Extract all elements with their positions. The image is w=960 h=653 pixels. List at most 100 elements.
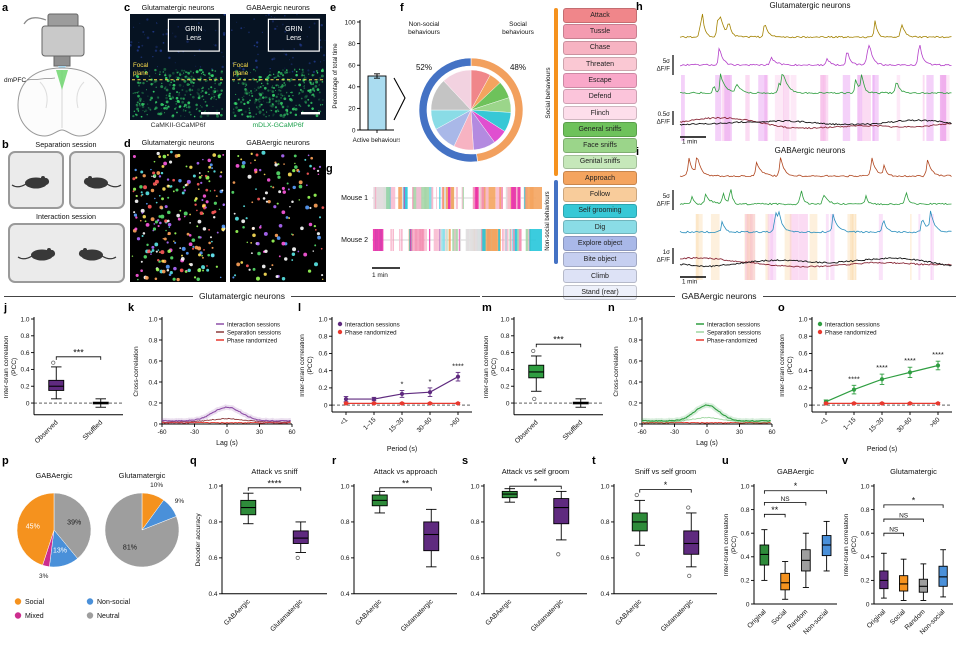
behaviour-item-escape: Escape <box>563 73 637 88</box>
svg-text:>60: >60 <box>929 416 942 429</box>
svg-text:1.0: 1.0 <box>148 316 157 323</box>
svg-text:Interaction sessions: Interaction sessions <box>227 322 280 328</box>
svg-text:0.5σ: 0.5σ <box>658 111 671 118</box>
panel-o-label: o <box>778 302 785 314</box>
svg-text:*: * <box>429 377 432 386</box>
svg-text:Observed: Observed <box>514 419 540 445</box>
svg-text:Social: Social <box>25 599 45 606</box>
svg-text:30: 30 <box>736 429 744 436</box>
svg-text:Observed: Observed <box>34 419 60 445</box>
interaction-session-drawing <box>8 223 125 283</box>
svg-text:100: 100 <box>345 19 356 26</box>
svg-text:Phase randomized: Phase randomized <box>345 329 397 336</box>
svg-text:Glutamatergic: Glutamatergic <box>119 471 166 480</box>
svg-text:Non-social: Non-social <box>97 599 131 606</box>
svg-text:****: **** <box>876 363 888 372</box>
brain-detail-right <box>76 81 85 109</box>
svg-text:0.8: 0.8 <box>470 519 479 526</box>
svg-text:0.8: 0.8 <box>860 507 869 514</box>
svg-text:Decoder accuracy: Decoder accuracy <box>195 513 202 567</box>
svg-text:1.0: 1.0 <box>600 483 609 490</box>
svg-text:1.0: 1.0 <box>470 483 479 490</box>
svg-text:1.0: 1.0 <box>208 483 217 490</box>
svg-text:Neutral: Neutral <box>97 613 120 620</box>
section-title-gaba: GABAergic neurons <box>681 291 757 301</box>
miniscope-top <box>47 13 79 28</box>
svg-text:Mouse 1: Mouse 1 <box>341 195 368 202</box>
svg-text:GRIN: GRIN <box>185 26 203 33</box>
svg-text:48%: 48% <box>510 63 526 72</box>
svg-text:-60: -60 <box>157 429 167 436</box>
svg-text:GABAergic: GABAergic <box>354 598 383 627</box>
active-behaviours-bar-chart: 0 20 40 60 80 100 Percentage of total time Acti… <box>332 19 400 144</box>
panel-u-label: u <box>722 455 729 467</box>
svg-text:0.6: 0.6 <box>148 358 157 365</box>
panel-e-label: e <box>330 2 337 14</box>
svg-text:30–60: 30–60 <box>416 416 434 434</box>
panel-f-label: f <box>400 2 404 14</box>
svg-text:1–15: 1–15 <box>362 416 377 431</box>
svg-text:Cross-correlation: Cross-correlation <box>613 346 620 397</box>
svg-text:0.2: 0.2 <box>860 578 869 585</box>
svg-text:Inter-brain correlation(PCC): Inter-brain correlation(PCC) <box>300 334 314 397</box>
svg-text:0.6: 0.6 <box>740 531 749 538</box>
svg-text:Shuffled: Shuffled <box>82 419 105 442</box>
behaviour-item-follow: Follow <box>563 187 637 202</box>
svg-text:0: 0 <box>804 402 808 409</box>
svg-text:10%: 10% <box>150 482 163 489</box>
svg-text:0.8: 0.8 <box>20 333 29 340</box>
svg-text:GABAergic: GABAergic <box>35 471 72 480</box>
svg-text:0.8: 0.8 <box>628 337 637 344</box>
svg-text:0.2: 0.2 <box>798 385 807 392</box>
behaviour-item-general-sniffs: General sniffs <box>563 122 637 137</box>
panel-s-label: s <box>462 455 469 467</box>
svg-text:13%: 13% <box>53 548 67 555</box>
behaviour-item-defend: Defend <box>563 89 637 104</box>
panel-i-label: i <box>636 146 640 158</box>
panel-r-label: r <box>332 455 337 467</box>
svg-text:1.0: 1.0 <box>740 483 749 490</box>
svg-text:0: 0 <box>225 429 229 436</box>
svg-text:60: 60 <box>288 429 296 436</box>
svg-text:Focal: Focal <box>133 62 148 69</box>
svg-text:Inter-brain correlation(PCC): Inter-brain correlation(PCC) <box>780 334 794 397</box>
svg-text:30–60: 30–60 <box>896 416 914 434</box>
svg-text:5σ: 5σ <box>663 193 670 200</box>
attack-vs-sniff-boxplot: Attack vs sniff 0.4 0.6 0.8 1.0 Decoder accur… <box>195 467 327 633</box>
glut-traces-title: Glutamatergic neurons <box>769 1 851 10</box>
gaba-image-caption: mDLX-GCaMP6f <box>252 122 304 129</box>
gaba-condition-boxplot: GABAergic 0 0.2 0.4 0.6 0.8 1.0 Inter-brain cor… <box>724 467 837 636</box>
svg-text:0.8: 0.8 <box>798 334 807 341</box>
svg-text:0.6: 0.6 <box>500 350 509 357</box>
separation-session-drawing <box>8 151 125 209</box>
svg-text:15–30: 15–30 <box>868 416 886 434</box>
svg-text:0: 0 <box>866 601 870 608</box>
svg-text:*: * <box>664 480 668 490</box>
behaviour-item-tussle: Tussle <box>563 24 637 39</box>
gaba-map-title: GABAergic neurons <box>246 138 310 147</box>
svg-text:0.2: 0.2 <box>628 400 637 407</box>
svg-text:GABAergic: GABAergic <box>614 598 643 627</box>
svg-text:>60: >60 <box>449 416 462 429</box>
gaba-neuron-map <box>230 150 326 282</box>
svg-text:***: *** <box>73 347 84 357</box>
svg-text:****: **** <box>452 361 464 370</box>
svg-text:Lag (s): Lag (s) <box>216 440 238 447</box>
brain-detail-left <box>39 81 48 109</box>
svg-text:Glutamatergic: Glutamatergic <box>400 598 435 633</box>
svg-text:0.6: 0.6 <box>340 555 349 562</box>
svg-text:0.6: 0.6 <box>470 555 479 562</box>
svg-text:Inter-brain correlation(PCC): Inter-brain correlation(PCC) <box>484 335 498 398</box>
svg-text:0: 0 <box>506 400 510 407</box>
interaction-session-title: Interaction session <box>36 212 96 221</box>
svg-text:Period (s): Period (s) <box>867 446 897 453</box>
svg-text:Phase randomized: Phase randomized <box>825 329 877 336</box>
svg-text:0.2: 0.2 <box>148 400 157 407</box>
panel-p-label: p <box>2 455 9 467</box>
svg-text:0.6: 0.6 <box>628 358 637 365</box>
behaviour-item-genital-sniffs: Genital sniffs <box>563 154 637 170</box>
glut-crosscorrelation-plot: 0 0.2 0.4 0.6 0.8 1.0 Cross-correlation -60 -30 0… <box>133 316 296 447</box>
svg-text:Lens: Lens <box>186 35 202 42</box>
svg-text:Mouse 2: Mouse 2 <box>341 237 368 244</box>
